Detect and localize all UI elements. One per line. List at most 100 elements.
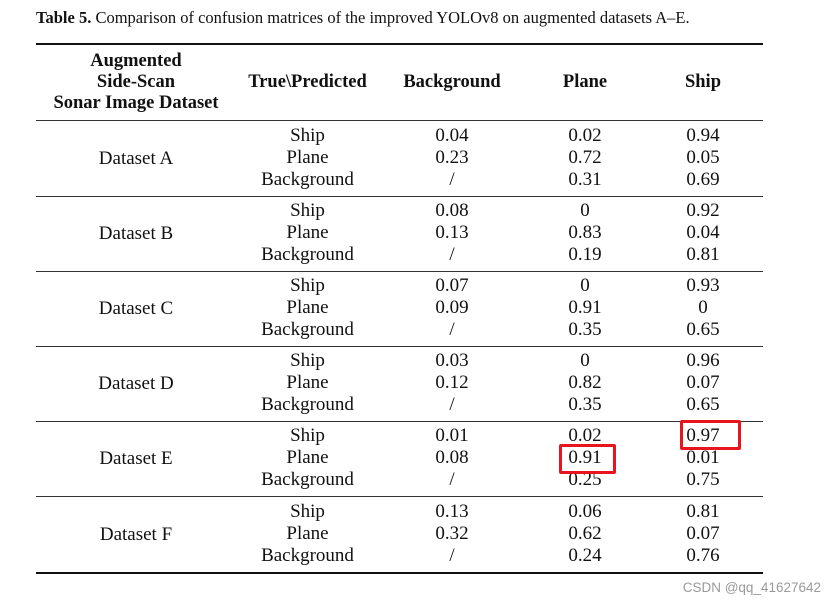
dataset-group: Dataset A Ship 0.04 0.02 0.94 Plane 0.23 0.72 0.… xyxy=(36,121,763,196)
cell-plane: 0.24 xyxy=(568,545,602,566)
cell-plane: 0 xyxy=(580,275,590,296)
cell-plane: 0.91 xyxy=(568,297,602,318)
table-row: Plane 0.32 0.62 0.07 xyxy=(36,523,763,545)
cell-plane: 0.82 xyxy=(568,372,602,393)
cell-ship: 0.65 xyxy=(686,394,720,415)
header-background: Background xyxy=(403,72,501,92)
header-rule xyxy=(36,120,763,121)
cell-true-class: Plane xyxy=(286,147,329,168)
table-row: Ship 0.07 0 0.93 xyxy=(36,275,763,297)
header-dataset-line-1: Augmented xyxy=(90,51,182,71)
table-caption-text: Comparison of confusion matrices of the … xyxy=(91,8,690,27)
cell-true-class: Ship xyxy=(290,200,325,221)
cell-true-class: Plane xyxy=(286,222,329,243)
cell-ship: 0.05 xyxy=(686,147,720,168)
cell-ship: 0.76 xyxy=(686,545,720,566)
cell-background: 0.32 xyxy=(435,523,469,544)
table-row: Ship 0.03 0 0.96 xyxy=(36,350,763,372)
table-row: Plane 0.12 0.82 0.07 xyxy=(36,372,763,394)
dataset-label: Dataset B xyxy=(98,223,174,244)
table-row: Ship 0.04 0.02 0.94 xyxy=(36,125,763,147)
dataset-label: Dataset D xyxy=(98,373,174,394)
cell-background: 0.01 xyxy=(435,425,469,446)
table-row: Ship 0.08 0 0.92 xyxy=(36,200,763,222)
cell-true-class: Background xyxy=(261,244,354,265)
cell-plane: 0.31 xyxy=(568,169,602,190)
cell-ship: 0.07 xyxy=(686,523,720,544)
cell-background: / xyxy=(449,394,455,415)
header-plane: Plane xyxy=(562,72,608,92)
cell-plane: 0.35 xyxy=(568,394,602,415)
cell-background: 0.08 xyxy=(435,200,469,221)
cell-true-class: Background xyxy=(261,319,354,340)
group-separator-rule xyxy=(36,196,763,197)
highlight-box-plane xyxy=(559,444,616,474)
cell-background: / xyxy=(449,469,455,490)
cell-ship: 0.96 xyxy=(686,350,720,371)
cell-true-class: Ship xyxy=(290,501,325,522)
cell-plane: 0.25 xyxy=(568,469,602,490)
dataset-group: Dataset D Ship 0.03 0 0.96 Plane 0.12 0.82 0.07 B… xyxy=(36,346,763,421)
cell-background: 0.12 xyxy=(435,372,469,393)
cell-ship: 0.81 xyxy=(686,501,720,522)
group-separator-rule xyxy=(36,346,763,347)
table-row: Background / 0.35 0.65 xyxy=(36,319,763,341)
header-dataset-line-2: Side-Scan xyxy=(96,72,176,92)
cell-true-class: Ship xyxy=(290,350,325,371)
cell-background: 0.07 xyxy=(435,275,469,296)
cell-background: 0.03 xyxy=(435,350,469,371)
cell-plane: 0.06 xyxy=(568,501,602,522)
cell-ship: 0.81 xyxy=(686,244,720,265)
top-rule xyxy=(36,43,763,45)
cell-plane: 0.19 xyxy=(568,244,602,265)
cell-plane: 0.62 xyxy=(568,523,602,544)
table-row: Background / 0.19 0.81 xyxy=(36,244,763,266)
cell-ship: 0.04 xyxy=(686,222,720,243)
header-ship: Ship xyxy=(684,72,721,92)
cell-plane: 0 xyxy=(580,350,590,371)
bottom-rule xyxy=(36,572,763,574)
dataset-group: Dataset F Ship 0.13 0.06 0.81 Plane 0.32 0.62 0.… xyxy=(36,497,763,572)
cell-background: / xyxy=(449,169,455,190)
table-row: Background / 0.24 0.76 xyxy=(36,545,763,567)
cell-background: 0.13 xyxy=(435,222,469,243)
table-row: Background / 0.35 0.65 xyxy=(36,394,763,416)
cell-plane: 0.02 xyxy=(568,125,602,146)
cell-ship: 0.93 xyxy=(686,275,720,296)
cell-plane: 0 xyxy=(580,200,590,221)
cell-true-class: Ship xyxy=(290,125,325,146)
highlight-box-ship xyxy=(680,420,741,450)
cell-true-class: Background xyxy=(261,169,354,190)
watermark: CSDN @qq_41627642 xyxy=(682,580,821,595)
cell-plane: 0.83 xyxy=(568,222,602,243)
cell-background: 0.09 xyxy=(435,297,469,318)
cell-background: / xyxy=(449,319,455,340)
table-row: Ship 0.13 0.06 0.81 xyxy=(36,501,763,523)
cell-plane: 0.02 xyxy=(568,425,602,446)
dataset-label: Dataset C xyxy=(98,298,174,319)
cell-true-class: Background xyxy=(261,469,354,490)
cell-true-class: Ship xyxy=(290,425,325,446)
cell-ship: 0.92 xyxy=(686,200,720,221)
group-separator-rule xyxy=(36,496,763,497)
cell-background: 0.04 xyxy=(435,125,469,146)
header-true-predicted: True\Predicted xyxy=(248,72,367,92)
cell-plane: 0.35 xyxy=(568,319,602,340)
cell-true-class: Background xyxy=(261,394,354,415)
cell-true-class: Ship xyxy=(290,275,325,296)
header-dataset: Augmented Side-Scan Sonar Image Dataset xyxy=(36,51,236,114)
cell-background: / xyxy=(449,545,455,566)
cell-true-class: Plane xyxy=(286,447,329,468)
dataset-group: Dataset C Ship 0.07 0 0.93 Plane 0.09 0.91 0 Back… xyxy=(36,271,763,346)
cell-ship: 0.07 xyxy=(686,372,720,393)
table-row: Background / 0.31 0.69 xyxy=(36,169,763,191)
table-caption: Table 5. Comparison of confusion matrice… xyxy=(36,8,826,28)
cell-ship: 0 xyxy=(698,297,708,318)
cell-true-class: Background xyxy=(261,545,354,566)
cell-background: 0.08 xyxy=(435,447,469,468)
table-row: Ship 0.01 0.02 0.97 xyxy=(36,425,763,447)
group-separator-rule xyxy=(36,421,763,422)
table-row: Plane 0.13 0.83 0.04 xyxy=(36,222,763,244)
dataset-group: Dataset B Ship 0.08 0 0.92 Plane 0.13 0.83 0.04 B… xyxy=(36,196,763,271)
dataset-label: Dataset F xyxy=(99,524,173,545)
